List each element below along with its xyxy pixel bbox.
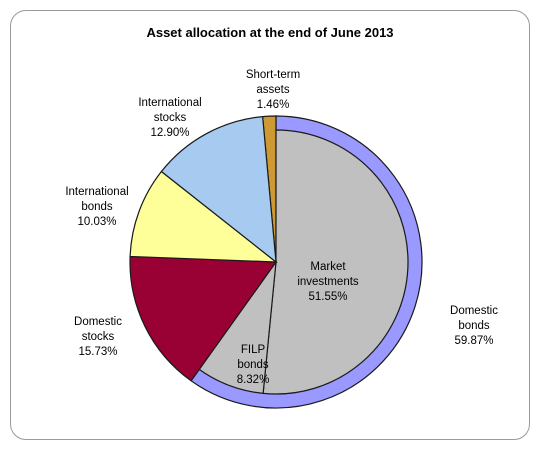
domestic-bonds-label: Domestic bonds 59.87% [450,305,498,347]
short-term-assets-label-line: 1.46% [257,99,290,111]
domestic-bonds-label-line: Domestic [450,305,498,317]
slice-international-bonds [129,170,278,263]
international-stocks-label-line: 12.90% [150,127,189,139]
slice-international-stocks [160,115,277,264]
chart-title: Asset allocation at the end of June 2013 [146,25,394,40]
domestic-stocks-label: Domestic stocks 15.73% [74,316,122,358]
short-term-assets-label: Short-term assets 1.46% [246,69,300,111]
short-term-assets-label-line: assets [256,84,289,96]
international-stocks-label-line: stocks [154,112,187,124]
filp-bonds-label-line: bonds [237,359,269,371]
domestic-stocks-label-line: Domestic [74,316,122,328]
international-bonds-label-line: bonds [81,201,113,213]
domestic-bonds-label-line: bonds [458,320,490,332]
short-term-assets-label-line: Short-term [246,69,300,81]
international-bonds-label: International bonds 10.03% [65,186,128,228]
market-investments-label-line: 51.55% [308,291,347,303]
filp-bonds-label: FILP bonds 8.32% [237,344,270,386]
filp-bonds-label-line: 8.32% [237,374,270,386]
domestic-stocks-label-line: stocks [82,331,115,343]
filp-bonds-label-line: FILP [241,344,266,356]
slice-domestic-stocks [129,255,278,382]
market-investments-label-line: investments [297,276,359,288]
slice-market-investments [262,129,409,395]
international-stocks-label-line: International [138,97,201,109]
domestic-stocks-label-line: 15.73% [78,346,117,358]
market-investments-label: Market investments 51.55% [297,261,359,303]
international-bonds-label-line: 10.03% [77,216,116,228]
international-stocks-label: International stocks 12.90% [138,97,201,139]
market-investments-label-line: Market [310,261,346,273]
international-bonds-label-line: International [65,186,128,198]
domestic-bonds-label-line: 59.87% [454,335,493,347]
